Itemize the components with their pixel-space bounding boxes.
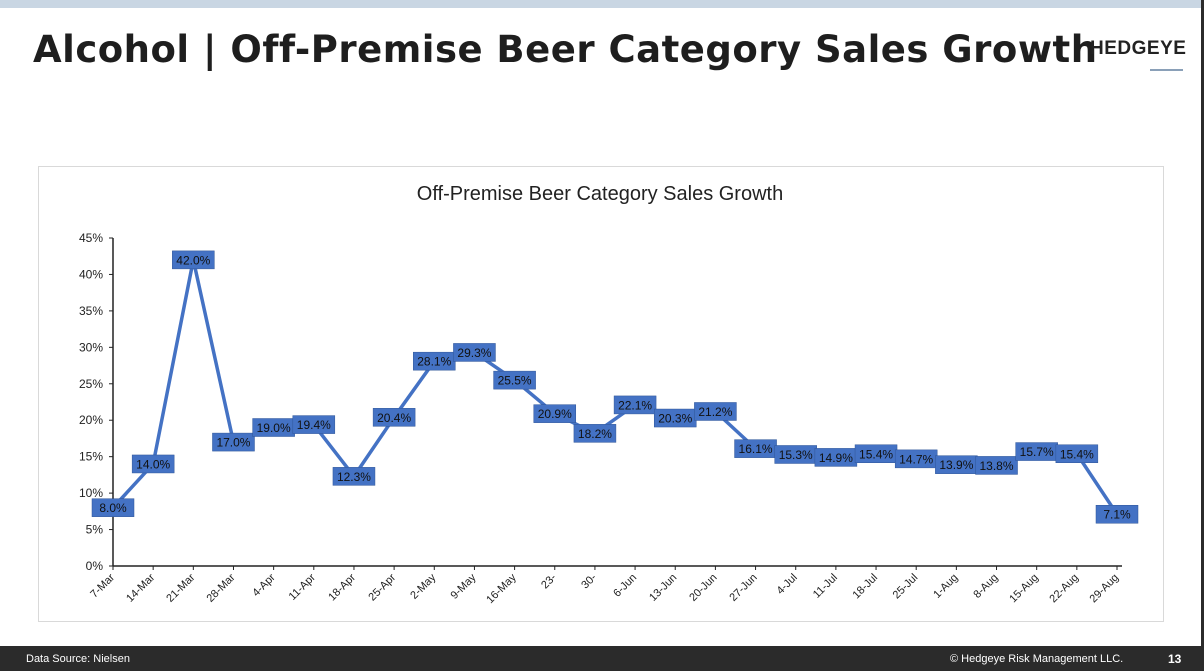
series-line	[111, 258, 1119, 516]
right-edge	[1201, 0, 1204, 671]
x-tick-label: 25-Jul	[891, 572, 921, 602]
y-tick-label: 25%	[79, 377, 103, 391]
data-label: 25.5%	[498, 374, 532, 388]
data-label: 21.2%	[698, 405, 732, 419]
data-label: 19.0%	[257, 421, 291, 435]
data-label-box	[453, 343, 496, 362]
footer: Data Source: Nielsen © Hedgeye Risk Mana…	[0, 646, 1204, 671]
x-tick-label: 2-May	[408, 571, 438, 601]
x-tick-label: 16-May	[484, 571, 519, 606]
data-label-box	[613, 395, 657, 415]
data-label: 28.1%	[417, 355, 451, 369]
data-label: 8.0%	[99, 501, 127, 515]
x-tick-label: 9-May	[448, 571, 478, 601]
y-tick-label: 10%	[79, 486, 103, 500]
data-label: 18.2%	[578, 427, 612, 441]
x-tick-label: 23-	[539, 571, 559, 591]
hedgeye-logo: HEDGEYE	[1090, 38, 1187, 59]
data-label: 16.1%	[739, 442, 773, 456]
data-label: 14.9%	[819, 451, 853, 465]
x-tick-label: 18-Jul	[850, 572, 880, 602]
x-tick-label: 21-Mar	[164, 571, 197, 604]
data-label-box	[573, 424, 617, 443]
x-tick-label: 28-Mar	[204, 571, 237, 604]
x-tick-label: 18-Apr	[326, 571, 358, 603]
y-tick-label: 20%	[79, 413, 103, 427]
data-source: Data Source: Nielsen	[26, 653, 130, 665]
data-label: 7.1%	[1103, 508, 1131, 522]
data-label-box	[332, 467, 376, 486]
data-label: 15.3%	[779, 448, 813, 462]
y-tick-label: 15%	[79, 450, 103, 464]
top-strip	[0, 0, 1204, 8]
x-tick-label: 22-Aug	[1047, 572, 1081, 606]
x-tick-label: 27-Jun	[727, 572, 759, 604]
y-tick-label: 5%	[86, 523, 104, 537]
data-label-box	[372, 408, 416, 427]
x-tick-label: 1-Aug	[931, 572, 960, 601]
data-label: 29.3%	[457, 346, 491, 360]
page-number: 13	[1168, 652, 1182, 666]
x-tick-label: 29-Aug	[1088, 572, 1122, 606]
data-label-box	[131, 454, 175, 474]
y-tick-label: 0%	[86, 559, 104, 573]
data-label: 20.3%	[658, 412, 692, 426]
data-label: 42.0%	[176, 253, 210, 267]
data-label-box	[533, 404, 577, 423]
data-label-box	[1095, 504, 1139, 524]
x-tick-label: 8-Aug	[971, 572, 1000, 601]
line-chart: Off-Premise Beer Category Sales Growth 0%…	[79, 183, 1139, 606]
x-tick-label: 30-	[579, 571, 599, 591]
data-label: 20.4%	[377, 411, 411, 425]
y-tick-label: 40%	[79, 267, 103, 281]
data-label: 19.4%	[297, 418, 331, 432]
x-tick-label: 13-Jun	[647, 572, 679, 604]
data-label: 14.7%	[899, 452, 933, 466]
x-tick-label: 20-Jun	[687, 572, 719, 604]
data-label: 12.3%	[337, 470, 371, 484]
y-tick-label: 45%	[79, 231, 103, 245]
x-tick-label: 4-Jul	[774, 572, 799, 597]
data-label: 14.0%	[136, 457, 170, 471]
data-label-box	[694, 402, 737, 421]
data-label-box	[1055, 444, 1099, 464]
data-label: 17.0%	[216, 436, 250, 450]
data-label: 13.8%	[980, 459, 1014, 473]
y-tick-label: 35%	[79, 304, 103, 318]
data-label: 13.9%	[939, 458, 973, 472]
data-label: 15.4%	[859, 447, 893, 461]
x-tick-label: 14-Mar	[124, 571, 157, 604]
data-label: 20.9%	[538, 407, 572, 421]
data-label-box	[212, 432, 255, 452]
page-title: Alcohol | Off-Premise Beer Category Sale…	[33, 28, 1098, 71]
x-tick-label: 15-Aug	[1007, 572, 1041, 606]
data-label-box	[975, 456, 1018, 475]
x-tick-label: 11-Jul	[811, 572, 840, 601]
x-tick-label: 6-Jun	[611, 572, 639, 600]
data-label-box	[91, 498, 135, 517]
x-tick-label: 4-Apr	[250, 571, 278, 599]
data-label: 22.1%	[618, 398, 652, 412]
data-label-box	[292, 415, 336, 434]
x-tick-label: 7-Mar	[88, 571, 117, 600]
data-label: 15.4%	[1060, 447, 1094, 461]
y-tick-label: 30%	[79, 340, 103, 354]
chart-title: Off-Premise Beer Category Sales Growth	[417, 183, 783, 205]
logo-underline	[1150, 69, 1183, 71]
data-label-box	[172, 250, 215, 270]
chart-frame	[38, 166, 1164, 622]
x-tick-label: 25-Apr	[366, 571, 398, 603]
data-label: 15.7%	[1020, 445, 1054, 459]
x-tick-label: 11-Apr	[287, 571, 318, 602]
data-label-box	[493, 370, 536, 390]
copyright: © Hedgeye Risk Management LLC.	[950, 653, 1124, 665]
